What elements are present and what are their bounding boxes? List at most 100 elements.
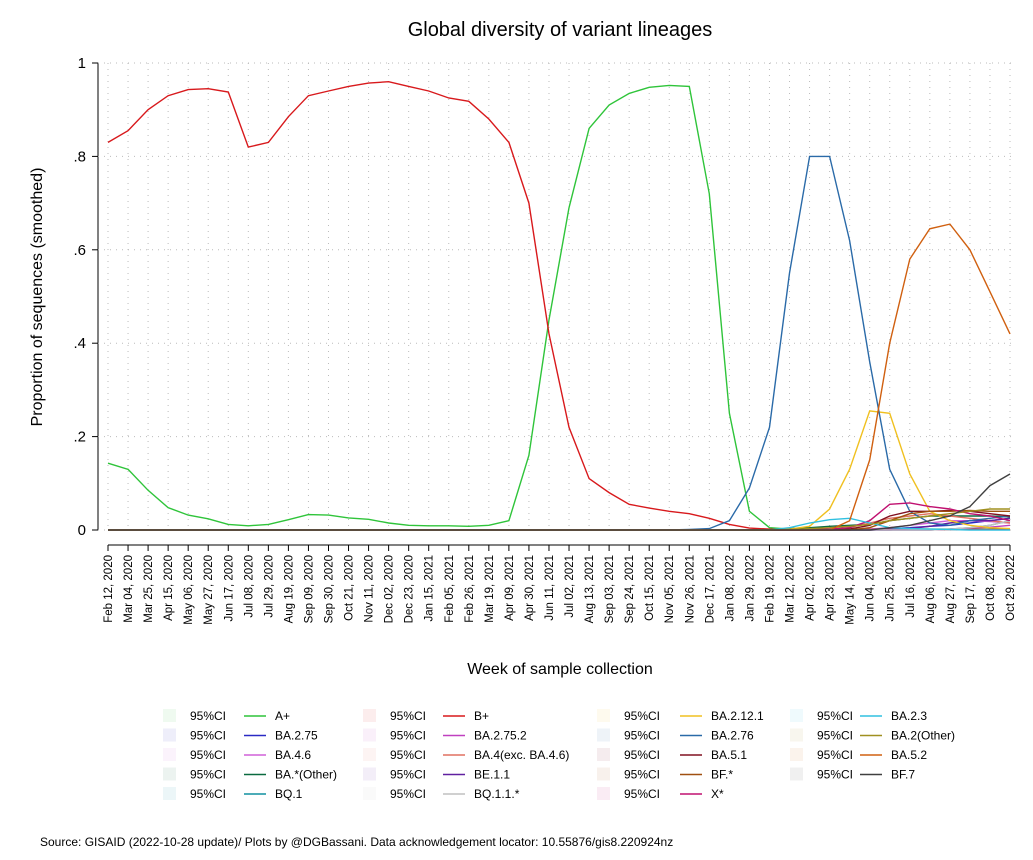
x-tick-label: Jul 16, 2022 (905, 555, 917, 618)
legend-label: BF.7 (891, 768, 915, 782)
x-tick-label: Jan 08, 2022 (724, 555, 736, 622)
legend-label: A+ (275, 709, 290, 723)
legend-label: BQ.1 (275, 787, 303, 801)
x-tick-label: Oct 15, 2021 (644, 555, 656, 621)
legend-label: BA.5.2 (891, 748, 927, 762)
legend-ci-label: 95%CI (390, 729, 426, 743)
series-line (108, 508, 1010, 531)
legend-label: BE.1.1 (474, 768, 510, 782)
x-tick-label: Sep 09, 2020 (303, 555, 315, 623)
legend-ci-label: 95%CI (190, 729, 226, 743)
legend-ci-label: 95%CI (817, 709, 853, 723)
x-tick-label: Sep 30, 2020 (323, 555, 335, 623)
legend-ci-label: 95%CI (817, 729, 853, 743)
x-tick-label: Dec 23, 2020 (404, 555, 416, 623)
legend-label: BA.*(Other) (275, 768, 337, 782)
legend-ci-label: 95%CI (817, 768, 853, 782)
legend-label: X* (711, 787, 724, 801)
legend-ci-label: 95%CI (190, 709, 226, 723)
x-tick-label: Oct 29, 2022 (1005, 555, 1017, 621)
chart-title: Global diversity of variant lineages (408, 19, 713, 41)
x-tick-label: Aug 19, 2020 (283, 555, 295, 623)
x-tick-label: Apr 30, 2021 (524, 555, 536, 621)
x-tick-label: Aug 27, 2022 (945, 555, 957, 623)
y-tick-label: .6 (73, 242, 86, 259)
legend-ci-label: 95%CI (624, 787, 660, 801)
legend-ci-label: 95%CI (190, 787, 226, 801)
legend-ci-swatch (363, 748, 376, 761)
x-tick-label: Jul 02, 2021 (564, 555, 576, 618)
legend-ci-swatch (163, 748, 176, 761)
legend-ci-label: 95%CI (624, 729, 660, 743)
x-tick-label: Feb 19, 2022 (764, 555, 776, 623)
x-tick-label: Mar 25, 2020 (143, 555, 155, 623)
series-line (107, 80, 1010, 531)
x-tick-label: Apr 02, 2022 (805, 555, 817, 621)
x-tick-label: Feb 12, 2020 (103, 555, 115, 623)
legend-label: BA.5.1 (711, 748, 747, 762)
legend-label: BF.* (711, 768, 733, 782)
x-tick-label: Jun 04, 2022 (865, 555, 877, 622)
legend-ci-label: 95%CI (390, 709, 426, 723)
legend-ci-label: 95%CI (624, 748, 660, 762)
x-tick-label: Jan 15, 2021 (424, 555, 436, 622)
legend-ci-swatch (790, 748, 803, 761)
legend-ci-label: 95%CI (390, 787, 426, 801)
x-tick-label: Feb 05, 2021 (444, 555, 456, 623)
series-line (107, 84, 1010, 530)
x-tick-label: Apr 09, 2021 (504, 555, 516, 621)
y-axis-label: Proportion of sequences (smoothed) (29, 168, 46, 427)
x-tick-label: Aug 06, 2022 (925, 555, 937, 623)
legend-ci-swatch (163, 767, 176, 781)
legend-ci-swatch (597, 767, 610, 781)
y-tick-label: 1 (78, 55, 86, 72)
legend-ci-label: 95%CI (190, 748, 226, 762)
x-tick-label: Apr 15, 2020 (163, 555, 175, 621)
x-tick-label: Sep 03, 2021 (604, 555, 616, 623)
x-tick-label: Mar 19, 2021 (484, 555, 496, 623)
series-line (108, 473, 1011, 531)
legend-label: BA.2.75 (275, 729, 318, 743)
x-tick-label: Jun 25, 2022 (885, 555, 897, 622)
legend-ci-swatch (163, 709, 176, 722)
legend-ci-label: 95%CI (390, 768, 426, 782)
series-line (108, 509, 1011, 531)
x-tick-label: Mar 12, 2022 (785, 555, 797, 623)
legend-label: BQ.1.1.* (474, 787, 520, 801)
x-tick-label: Dec 02, 2020 (384, 555, 396, 623)
legend-label: BA.4.6 (275, 748, 311, 762)
legend-ci-swatch (790, 709, 803, 722)
legend-ci-swatch (363, 709, 376, 722)
x-tick-label: Mar 04, 2020 (123, 555, 135, 623)
legend-ci-swatch (597, 728, 610, 742)
x-tick-label: Sep 24, 2021 (624, 555, 636, 623)
legend-label: BA.2(Other) (891, 729, 955, 743)
x-tick-label: May 14, 2022 (845, 555, 857, 625)
legend-ci-swatch (363, 767, 376, 781)
x-tick-label: May 27, 2020 (203, 555, 215, 625)
x-tick-label: Dec 17, 2021 (704, 555, 716, 623)
legend-label: BA.2.12.1 (711, 709, 764, 723)
x-tick-label: Jun 17, 2020 (223, 555, 235, 622)
x-tick-label: Oct 08, 2022 (985, 555, 997, 621)
legend-ci-swatch (597, 709, 610, 722)
legend-ci-swatch (363, 728, 376, 742)
x-tick-label: Jun 11, 2021 (544, 555, 556, 621)
legend-label: B+ (474, 709, 489, 723)
x-tick-label: Nov 05, 2021 (664, 555, 676, 623)
x-tick-label: Aug 13, 2021 (584, 555, 596, 623)
legend-label: BA.2.3 (891, 709, 927, 723)
y-tick-label: 0 (78, 522, 86, 539)
x-tick-label: Oct 21, 2020 (344, 555, 356, 621)
y-tick-label: .2 (73, 429, 86, 446)
legend-label: BA.2.75.2 (474, 729, 527, 743)
legend-ci-swatch (790, 728, 803, 742)
series-line (108, 223, 1011, 531)
legend-label: BA.4(exc. BA.4.6) (474, 748, 569, 762)
legend-ci-label: 95%CI (624, 709, 660, 723)
y-tick-label: .8 (73, 148, 86, 165)
legend-ci-label: 95%CI (190, 768, 226, 782)
x-tick-label: Nov 26, 2021 (684, 555, 696, 623)
legend-ci-label: 95%CI (817, 748, 853, 762)
